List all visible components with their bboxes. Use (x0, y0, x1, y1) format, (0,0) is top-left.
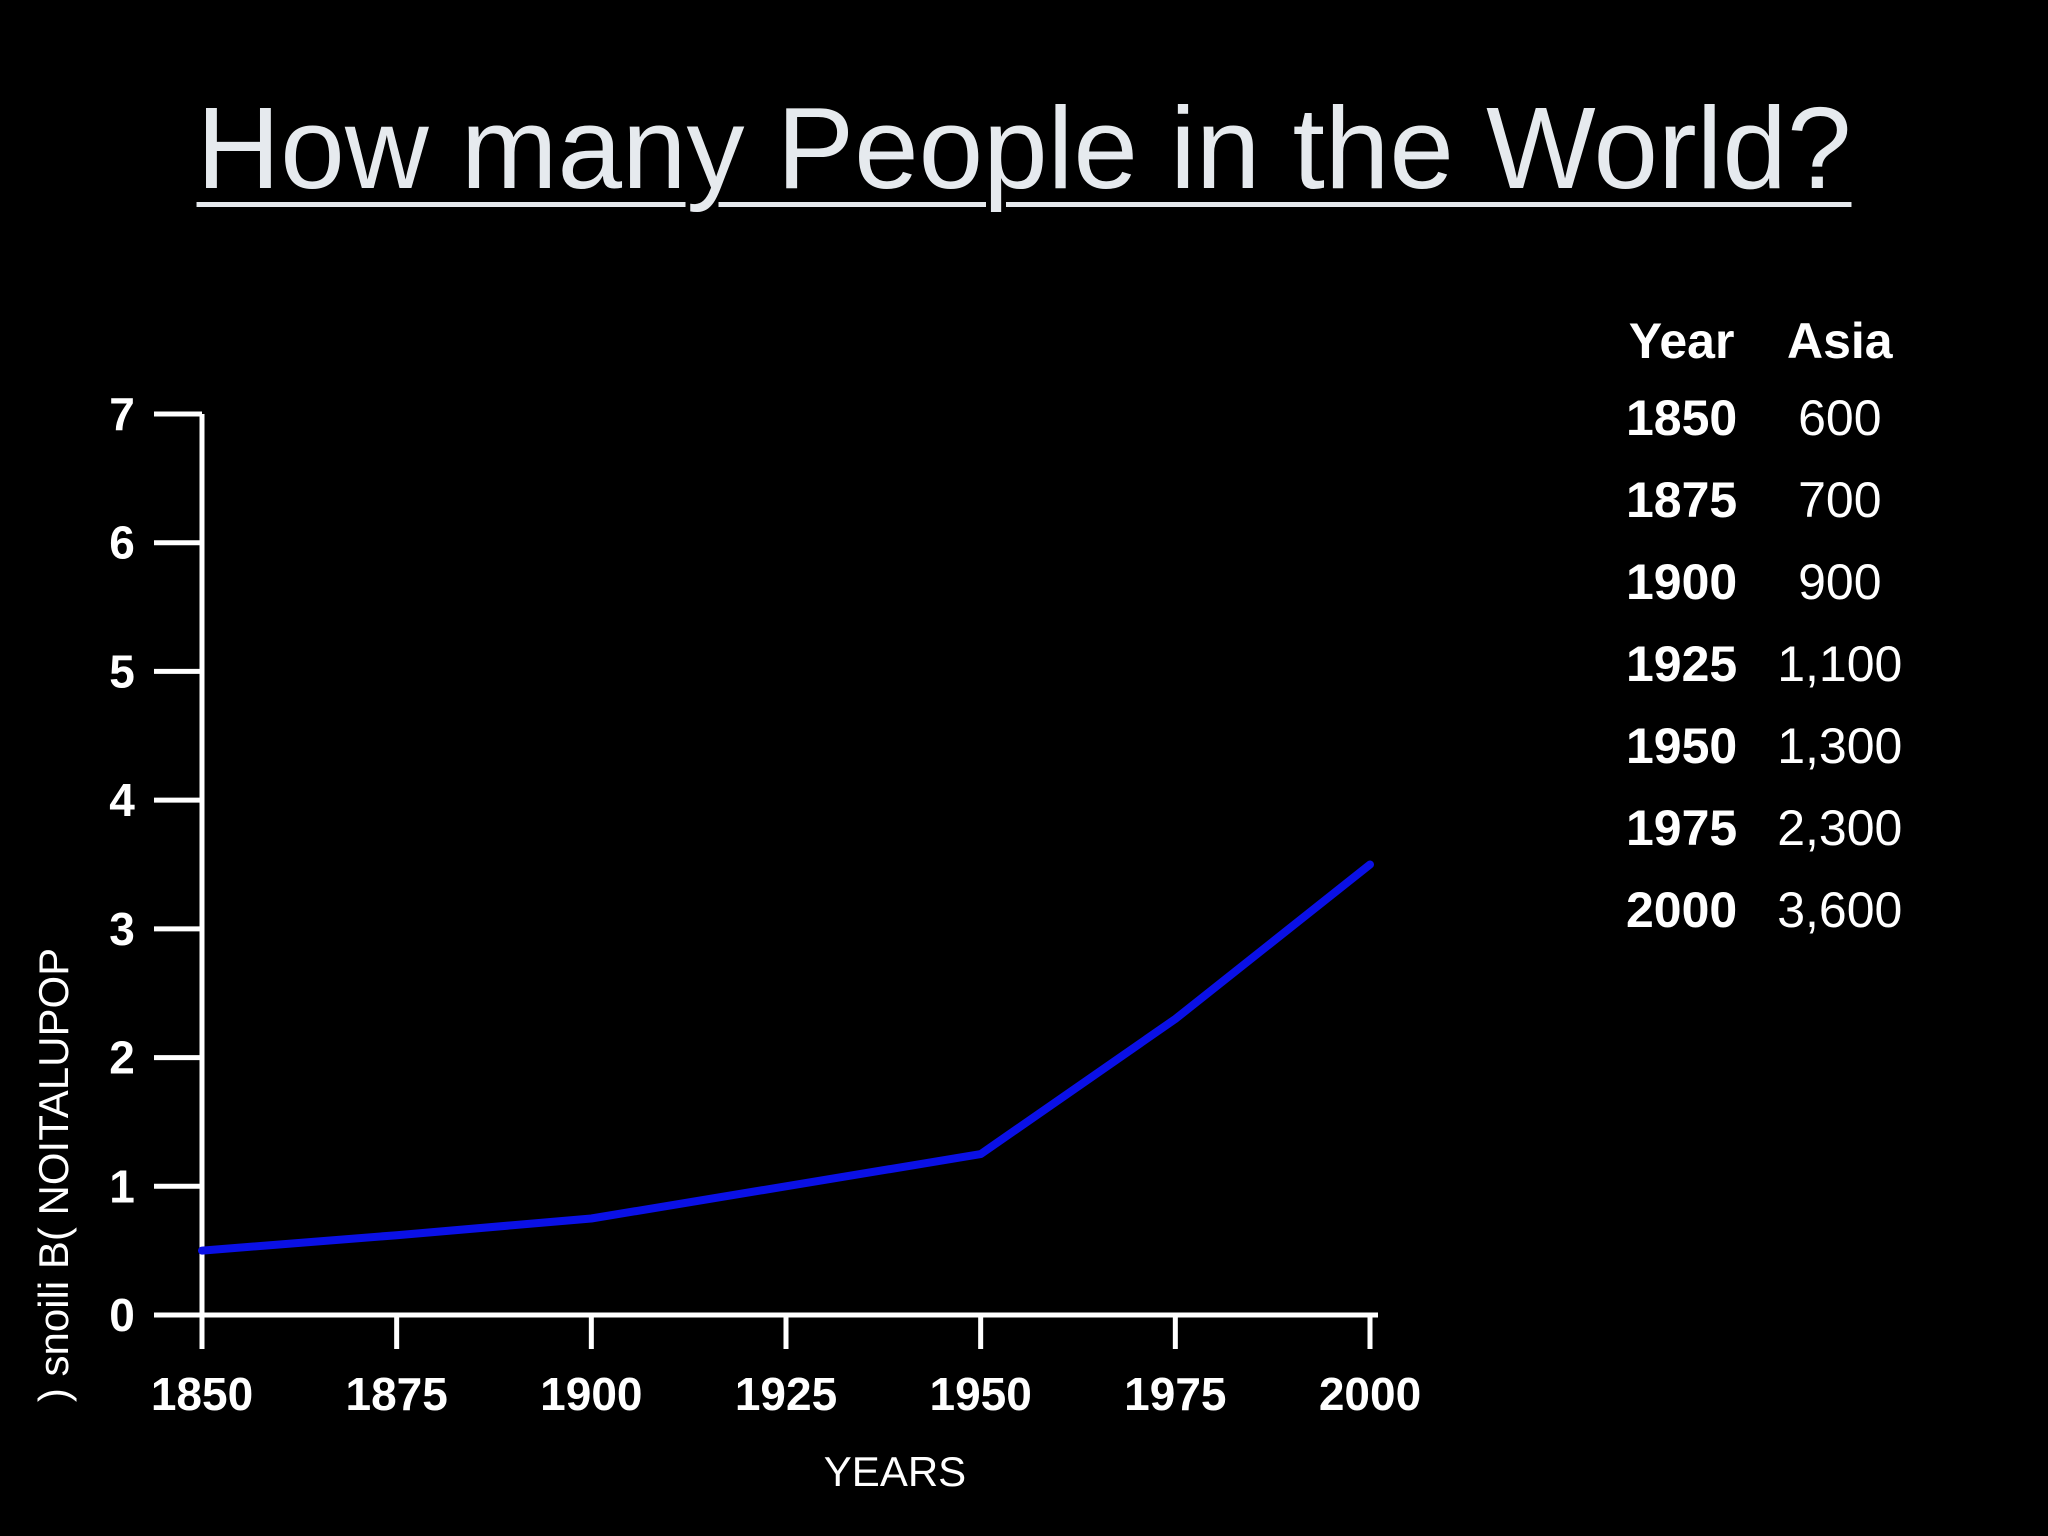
table-header-asia: Asia (1786, 313, 1893, 369)
chart-tick-labels: 0 1 2 3 4 5 6 7 1850 1875 1900 1925 1950 1975 2000 (109, 388, 1421, 1420)
table-header-row: Year Asia (1610, 305, 1926, 377)
table-row: 1850 600 (1610, 377, 1926, 459)
x-tick-label: 1975 (1124, 1368, 1226, 1420)
chart-axes (199, 414, 1378, 1318)
table-cell-year: 1900 (1626, 554, 1738, 610)
y-tick-label: 4 (109, 774, 135, 826)
table-cell-value: 900 (1798, 554, 1882, 610)
table-cell-year: 1950 (1626, 718, 1738, 774)
slide-title: How many People in the World? (196, 83, 1852, 213)
table-cell-year: 1875 (1626, 472, 1738, 528)
x-tick-label: 1950 (929, 1368, 1031, 1420)
table-row: 1950 1,300 (1610, 705, 1926, 787)
x-tick-label: 1900 (540, 1368, 642, 1420)
table-row: 1975 2,300 (1610, 787, 1926, 869)
x-tick-label: 2000 (1319, 1368, 1421, 1420)
y-tick-label: 1 (109, 1160, 135, 1212)
table-cell-year: 1925 (1626, 636, 1738, 692)
table-row: 1925 1,100 (1610, 623, 1926, 705)
table-row: 2000 3,600 (1610, 869, 1926, 951)
table-cell-value: 600 (1798, 390, 1882, 446)
x-tick-label: 1875 (345, 1368, 447, 1420)
x-tick-label: 1850 (151, 1368, 253, 1420)
table-cell-year: 1975 (1626, 800, 1738, 856)
y-tick-label: 3 (109, 903, 135, 955)
chart-series (198, 860, 1374, 1255)
table-cell-year: 2000 (1626, 882, 1738, 938)
table-cell-value: 1,300 (1777, 718, 1903, 774)
y-tick-label: 5 (109, 645, 135, 697)
table-cell-value: 1,100 (1777, 636, 1903, 692)
y-tick-label: 0 (109, 1289, 135, 1341)
x-axis-title: YEARS (824, 1448, 966, 1495)
table-cell-value: 700 (1798, 472, 1882, 528)
y-tick-label: 6 (109, 517, 135, 569)
y-tick-label: 2 (109, 1032, 135, 1084)
table-cell-year: 1850 (1626, 390, 1738, 446)
x-tick-label: 1925 (735, 1368, 837, 1420)
table-cell-value: 2,300 (1777, 800, 1903, 856)
table-header-year: Year (1628, 313, 1735, 369)
table-row: 1900 900 (1610, 541, 1926, 623)
y-axis-title: ) snoili B( NOITALUPOP (30, 948, 77, 1402)
table-row: 1875 700 (1610, 459, 1926, 541)
y-tick-label: 7 (109, 388, 135, 440)
table-cell-value: 3,600 (1777, 882, 1903, 938)
chart-ticks (154, 411, 1373, 1349)
population-series-line (198, 860, 1374, 1255)
population-table: Year Asia 1850 600 1875 700 1900 900 192… (1610, 305, 1926, 951)
